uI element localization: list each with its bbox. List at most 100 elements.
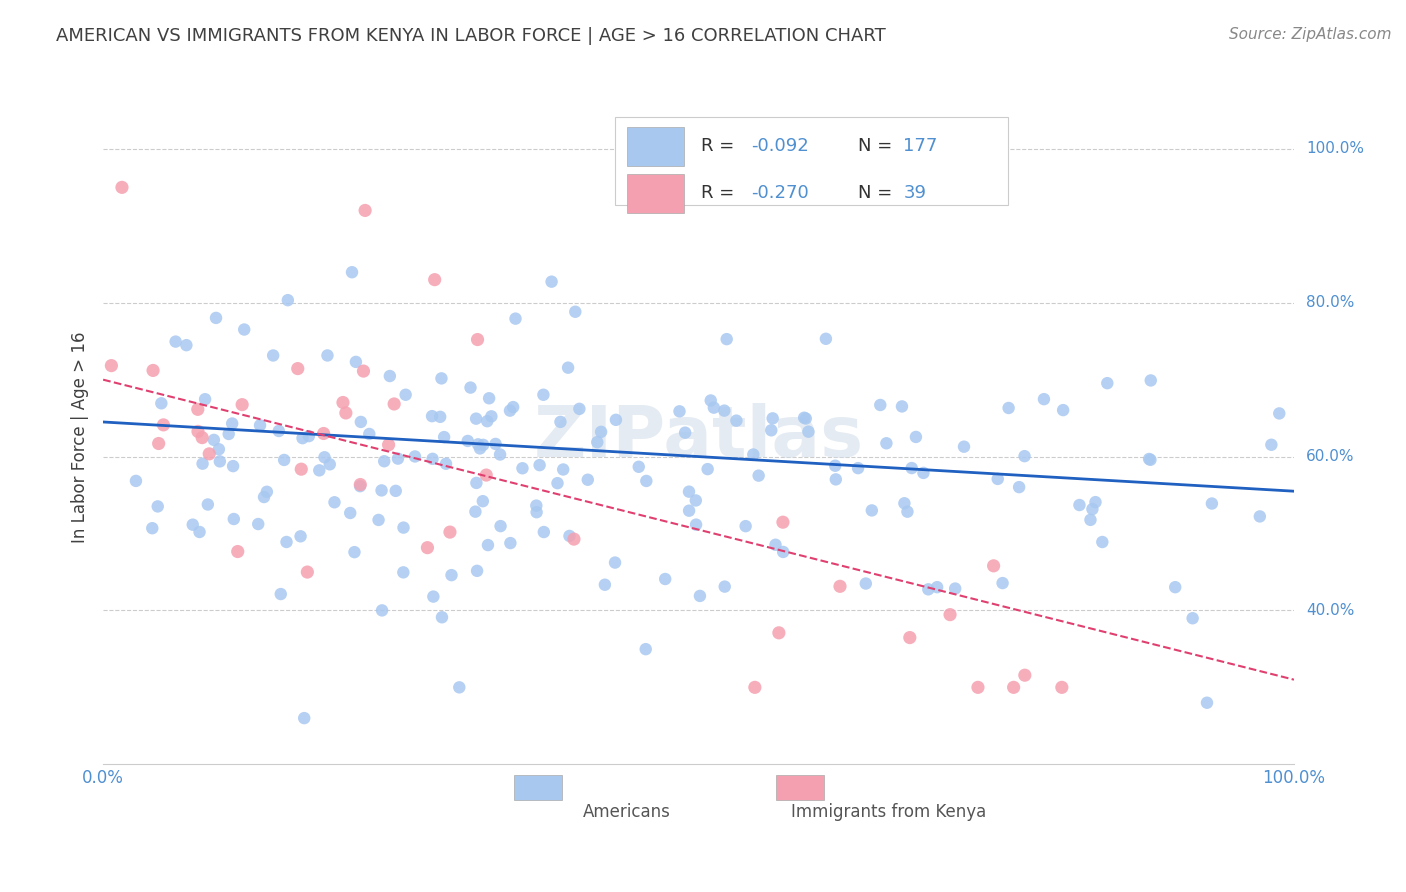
Point <box>734 519 756 533</box>
Point <box>277 293 299 308</box>
Point <box>547 476 569 491</box>
Point <box>1008 480 1031 494</box>
Point <box>367 513 389 527</box>
Point <box>187 425 209 439</box>
Point <box>249 418 271 433</box>
Point <box>927 580 949 594</box>
Point <box>354 203 377 218</box>
Point <box>943 582 966 596</box>
Text: -0.092: -0.092 <box>751 137 808 155</box>
Point <box>253 490 276 504</box>
Point <box>191 431 214 445</box>
Point <box>478 391 501 405</box>
Point <box>392 520 415 534</box>
Point <box>703 401 725 415</box>
Point <box>343 545 366 559</box>
Point <box>562 532 585 546</box>
Point <box>181 517 204 532</box>
Point <box>359 427 381 442</box>
Point <box>150 396 173 410</box>
Point <box>231 398 253 412</box>
Point <box>794 411 817 425</box>
Text: 100.0%: 100.0% <box>1306 142 1364 156</box>
Point <box>991 576 1014 591</box>
Point <box>439 525 461 540</box>
Point <box>430 610 453 624</box>
Point <box>742 448 765 462</box>
Point <box>384 483 406 498</box>
Point <box>472 438 495 452</box>
Point <box>208 442 231 457</box>
Point <box>111 180 134 194</box>
Point <box>440 568 463 582</box>
Point <box>465 564 488 578</box>
Text: Americans: Americans <box>583 804 671 822</box>
Point <box>208 454 231 468</box>
Point <box>846 461 869 475</box>
Point <box>370 483 392 498</box>
Point <box>198 447 221 461</box>
Point <box>270 587 292 601</box>
Point <box>291 431 314 445</box>
Point <box>1137 452 1160 467</box>
Point <box>484 437 506 451</box>
Point <box>987 472 1010 486</box>
Point <box>568 401 591 416</box>
Point <box>896 505 918 519</box>
Point <box>593 578 616 592</box>
Point <box>297 565 319 579</box>
Point <box>550 415 572 429</box>
Point <box>477 414 499 428</box>
Point <box>558 529 581 543</box>
Point <box>465 475 488 490</box>
Point <box>205 310 228 325</box>
Point <box>434 457 457 471</box>
Point <box>1032 392 1054 406</box>
Text: 39: 39 <box>904 185 927 202</box>
Point <box>814 332 837 346</box>
Point <box>323 495 346 509</box>
Point <box>335 406 357 420</box>
Point <box>276 535 298 549</box>
Point <box>142 363 165 377</box>
Point <box>298 429 321 443</box>
Point <box>875 436 897 450</box>
Point <box>1097 376 1119 391</box>
Point <box>1084 495 1107 509</box>
Point <box>479 409 502 424</box>
Point <box>983 558 1005 573</box>
Point <box>1268 406 1291 420</box>
Point <box>1091 535 1114 549</box>
Point <box>187 402 209 417</box>
Point <box>165 334 187 349</box>
Point <box>696 462 718 476</box>
Point <box>146 500 169 514</box>
Point <box>533 524 555 539</box>
Point <box>1052 403 1074 417</box>
Point <box>319 458 342 472</box>
Text: Immigrants from Kenya: Immigrants from Kenya <box>792 804 987 822</box>
Point <box>344 355 367 369</box>
Point <box>526 505 548 519</box>
Point <box>900 461 922 475</box>
Point <box>194 392 217 407</box>
Point <box>540 275 562 289</box>
Point <box>422 590 444 604</box>
Point <box>765 538 787 552</box>
Point <box>188 524 211 539</box>
Point <box>464 505 486 519</box>
Point <box>371 603 394 617</box>
Point <box>917 582 939 597</box>
Point <box>1260 438 1282 452</box>
Point <box>828 579 851 593</box>
Point <box>308 463 330 477</box>
Point <box>316 348 339 362</box>
Point <box>429 409 451 424</box>
Point <box>967 681 990 695</box>
Point <box>716 332 738 346</box>
Point <box>855 576 877 591</box>
Point <box>404 450 426 464</box>
Point <box>287 361 309 376</box>
Point <box>772 515 794 529</box>
FancyBboxPatch shape <box>616 117 1008 205</box>
